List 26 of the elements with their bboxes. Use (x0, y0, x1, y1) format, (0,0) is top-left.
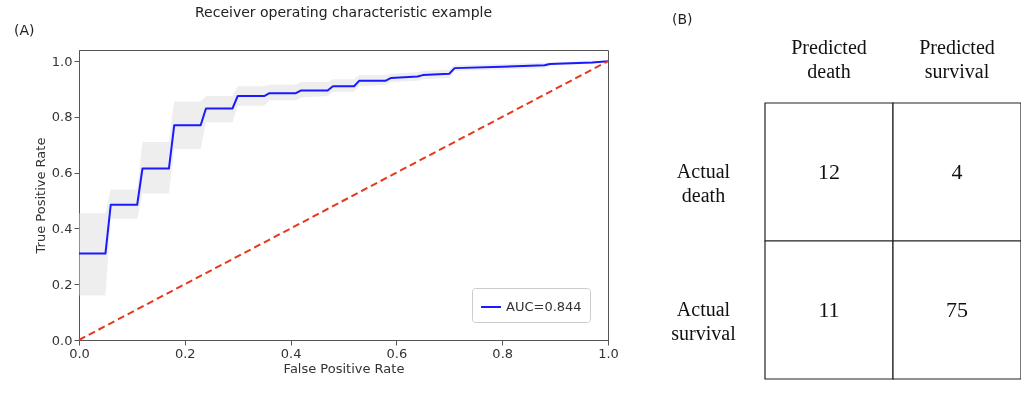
data-label: 11 (818, 297, 840, 322)
data-label: 75 (946, 297, 968, 322)
x-tick-label: 0.2 (174, 345, 196, 361)
y-tick-label: 0.0 (51, 332, 73, 348)
y-tick-label: 0.4 (51, 220, 73, 236)
y-tick-label: 0.2 (51, 276, 73, 292)
x-tick-label: 1.0 (598, 345, 619, 361)
y-tick-label: 0.6 (51, 165, 73, 181)
y-tick-label: 0.8 (51, 109, 73, 125)
x-tick-label: 0.4 (280, 345, 302, 361)
data-label: 12 (818, 159, 840, 184)
chart-title: Receiver operating characteristic example (194, 4, 493, 20)
line-series (78, 60, 609, 255)
y-tick-label: Actual survival (671, 298, 737, 344)
text: (B) (672, 11, 693, 27)
x-tick-label: 0.0 (69, 345, 90, 361)
x-tick-label: 0.8 (492, 345, 514, 361)
x-tick-label: 0.6 (386, 345, 408, 361)
x-tick-label: Predicted survival (919, 35, 995, 82)
y-axis-title: True Positive Rate (32, 137, 48, 255)
legend-label: AUC=0.844 (506, 299, 582, 314)
x-axis-title: False Positive Rate (283, 360, 405, 376)
data-label: 4 (951, 159, 963, 184)
x-tick-label: Predicted death (791, 35, 867, 82)
text: (A) (14, 22, 35, 38)
y-tick-label: Actual death (676, 160, 731, 206)
